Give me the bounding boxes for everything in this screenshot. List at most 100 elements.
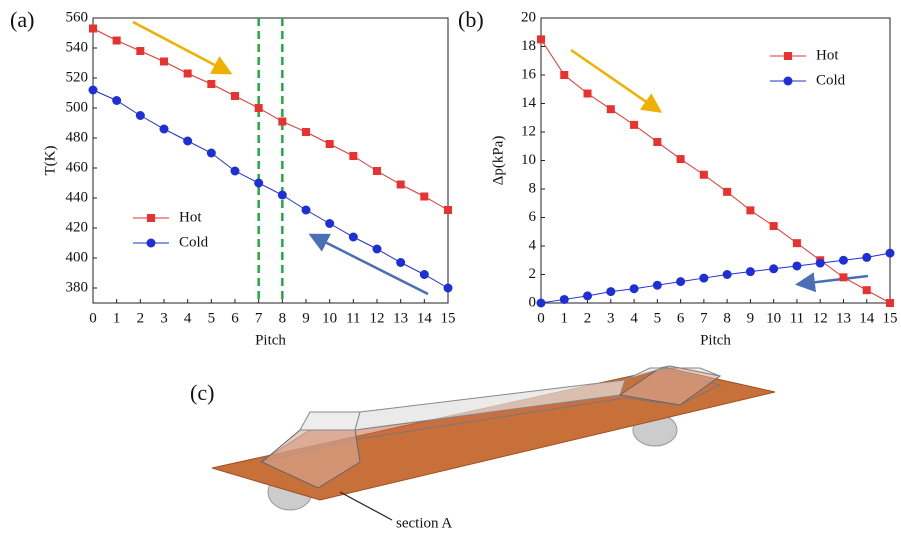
y-tick-label: 8 [529,180,537,196]
x-tick-label: 13 [836,310,851,326]
x-tick-label: 7 [700,310,708,326]
marker [160,125,169,134]
marker [792,261,801,270]
heat-exchanger-render [212,366,775,520]
x-tick-label: 15 [441,310,456,326]
marker [160,58,168,66]
marker [699,274,708,283]
marker [278,118,286,126]
x-tick-label: 5 [208,310,216,326]
x-tick-label: 1 [113,310,121,326]
marker [397,181,405,189]
marker [839,256,848,265]
marker [326,140,334,148]
marker [746,206,754,214]
y-tick-label: 4 [529,237,537,253]
marker [700,171,708,179]
marker [254,179,263,188]
marker [537,299,546,308]
y-tick-label: 12 [521,123,536,139]
marker [136,111,145,120]
y-tick-label: 520 [66,69,89,85]
y-tick-label: 420 [66,219,89,235]
x-tick-label: 11 [346,310,360,326]
marker [184,70,192,78]
x-tick-label: 7 [255,310,263,326]
x-tick-label: 15 [883,310,898,326]
x-tick-label: 6 [677,310,685,326]
marker [349,152,357,160]
x-tick-label: 2 [137,310,145,326]
x-tick-label: 10 [766,310,781,326]
marker [886,299,894,307]
marker [112,96,121,105]
y-tick-label: 380 [66,279,89,295]
y-axis-label: T(K) [42,146,58,176]
y-tick-label: 10 [521,152,536,168]
x-tick-label: 14 [417,310,433,326]
y-tick-label: 460 [66,159,89,175]
marker [607,105,615,113]
marker [231,167,240,176]
marker [560,71,568,79]
y-tick-label: 400 [66,249,89,265]
trend-arrow [133,22,228,72]
marker [373,245,382,254]
y-tick-label: 560 [66,9,89,25]
x-tick-label: 4 [630,310,638,326]
legend-label: Cold [179,234,209,250]
figure: (c) section A (a)01234567891011121314153… [0,0,901,538]
x-tick-label: 0 [537,310,545,326]
marker [770,222,778,230]
marker [793,239,801,247]
x-tick-label: 12 [813,310,828,326]
y-tick-label: 18 [521,38,536,54]
marker [325,219,334,228]
marker [255,104,263,112]
marker [302,206,311,215]
marker [207,149,216,158]
y-axis-label: Δp(kPa) [490,136,506,186]
annotation: section A [396,515,452,531]
marker [784,77,793,86]
marker [537,35,545,43]
legend-label: Hot [816,47,839,63]
marker [784,52,792,60]
marker [863,286,871,294]
y-tick-label: 540 [66,39,89,55]
x-tick-label: 1 [561,310,569,326]
marker [147,214,155,222]
x-tick-label: 8 [723,310,731,326]
legend-label: Cold [816,72,846,88]
marker [396,258,405,267]
x-tick-label: 2 [584,310,592,326]
marker [89,25,97,33]
marker [373,167,381,175]
marker [302,128,310,136]
y-tick-label: 2 [529,266,537,282]
series-line [541,253,890,303]
marker [583,291,592,300]
trend-arrow [313,236,428,294]
x-tick-label: 3 [160,310,168,326]
y-tick-label: 440 [66,189,89,205]
marker [89,86,98,95]
x-tick-label: 4 [184,310,192,326]
marker [183,137,192,146]
marker [886,249,895,258]
y-tick-label: 20 [521,9,536,25]
x-tick-label: 13 [393,310,408,326]
x-tick-label: 10 [322,310,337,326]
marker [147,239,156,248]
x-tick-label: 9 [302,310,310,326]
x-tick-label: 6 [231,310,239,326]
marker [560,295,569,304]
trend-arrow [800,276,868,284]
y-tick-label: 0 [529,294,537,310]
marker [231,92,239,100]
marker [723,188,731,196]
panel-label: (a) [10,7,34,32]
marker [606,287,615,296]
y-tick-label: 14 [521,95,537,111]
marker [630,284,639,293]
